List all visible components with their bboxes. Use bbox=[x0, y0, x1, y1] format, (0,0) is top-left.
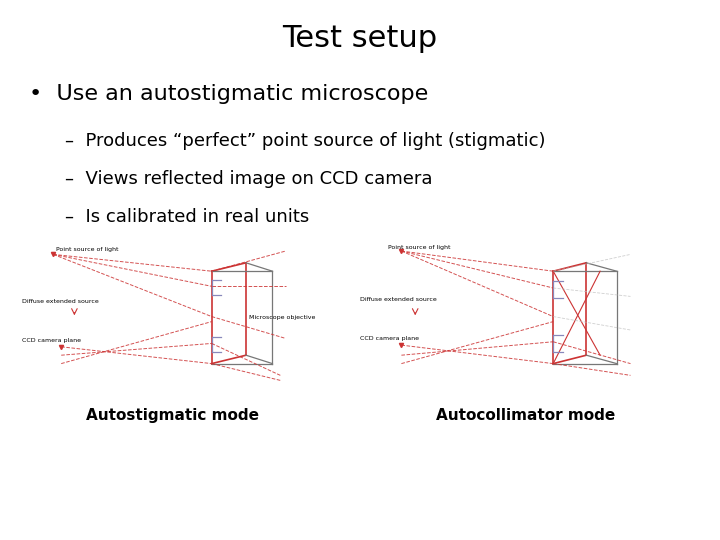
Text: –  Views reflected image on CCD camera: – Views reflected image on CCD camera bbox=[65, 170, 432, 188]
Text: –  Produces “perfect” point source of light (stigmatic): – Produces “perfect” point source of lig… bbox=[65, 132, 545, 150]
Text: Diffuse extended source: Diffuse extended source bbox=[22, 299, 99, 304]
Text: CCD camera plane: CCD camera plane bbox=[360, 336, 419, 341]
Text: Microscope objective: Microscope objective bbox=[248, 315, 315, 320]
Text: Diffuse extended source: Diffuse extended source bbox=[360, 298, 437, 302]
Text: •  Use an autostigmatic microscope: • Use an autostigmatic microscope bbox=[29, 84, 428, 104]
Text: Autocollimator mode: Autocollimator mode bbox=[436, 408, 615, 423]
Text: Autostigmatic mode: Autostigmatic mode bbox=[86, 408, 259, 423]
Text: Point source of light: Point source of light bbox=[56, 247, 118, 252]
Text: Point source of light: Point source of light bbox=[387, 245, 450, 251]
Text: Test setup: Test setup bbox=[282, 24, 438, 53]
Text: –  Is calibrated in real units: – Is calibrated in real units bbox=[65, 208, 309, 226]
Text: CCD camera plane: CCD camera plane bbox=[22, 338, 81, 343]
